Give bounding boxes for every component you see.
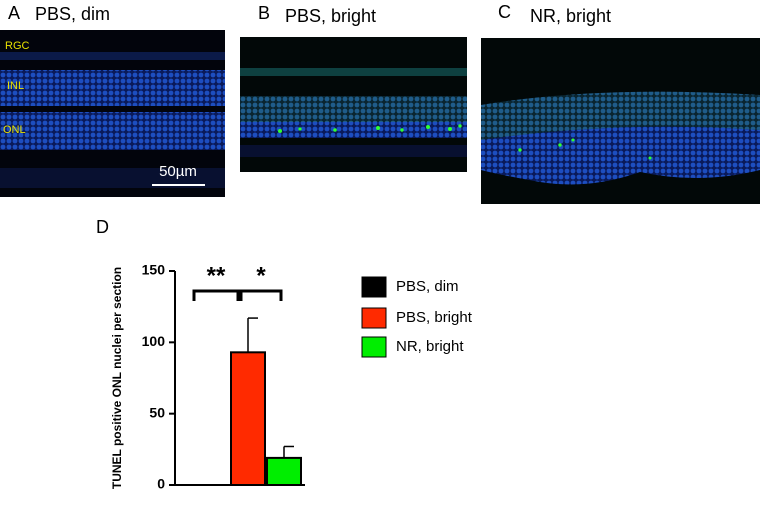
onl-layer — [0, 112, 225, 150]
significance-label: ** — [207, 262, 226, 289]
panel-b: B PBS, bright — [240, 3, 467, 172]
legend-label: NR, bright — [396, 338, 464, 355]
panel-c: C NR, bright — [481, 2, 760, 204]
inl-layer — [0, 70, 225, 106]
inl-layer — [240, 96, 467, 126]
significance-bracket — [239, 289, 283, 301]
y-tick-label: 100 — [142, 333, 166, 349]
panel-letter: C — [498, 2, 511, 22]
legend-label: PBS, bright — [396, 309, 473, 326]
significance-bracket — [192, 289, 240, 301]
rgc-layer — [240, 68, 467, 76]
y-axis-label: TUNEL positive ONL nuclei per section — [110, 267, 124, 489]
scale-bar-label: 50µm — [159, 163, 197, 180]
tunel-dots — [278, 124, 462, 133]
bar — [266, 456, 302, 487]
onl-layer — [481, 126, 760, 185]
significance-label: * — [256, 262, 266, 289]
tunel-dots — [518, 138, 652, 160]
bar — [230, 351, 266, 486]
panel-title: NR, bright — [530, 6, 611, 26]
layer-label: INL — [7, 80, 24, 92]
legend-swatch — [361, 307, 387, 329]
layer-label: RGC — [5, 40, 30, 52]
y-tick-label: 50 — [149, 404, 165, 420]
y-tick-label: 150 — [142, 262, 166, 278]
legend-label: PBS, dim — [396, 278, 459, 295]
panel-letter: D — [96, 217, 109, 237]
legend-swatch — [361, 276, 387, 298]
legend-swatch — [361, 336, 387, 358]
y-tick-label: 0 — [157, 476, 165, 492]
inl-layer — [481, 91, 760, 140]
layer-label: ONL — [3, 124, 26, 136]
onl-layer — [240, 122, 467, 138]
panel-a: A PBS, dim RGC INL ONL 50µm — [0, 3, 225, 197]
rpe-layer — [240, 145, 467, 157]
panel-title: PBS, dim — [35, 4, 110, 24]
panel-title: PBS, bright — [285, 6, 376, 26]
bar-chart: D TUNEL positive ONL nuclei per section … — [96, 217, 473, 492]
rgc-layer — [0, 52, 225, 60]
panel-letter: A — [8, 3, 20, 23]
rpe-layer — [0, 168, 225, 188]
panel-letter: B — [258, 3, 270, 23]
